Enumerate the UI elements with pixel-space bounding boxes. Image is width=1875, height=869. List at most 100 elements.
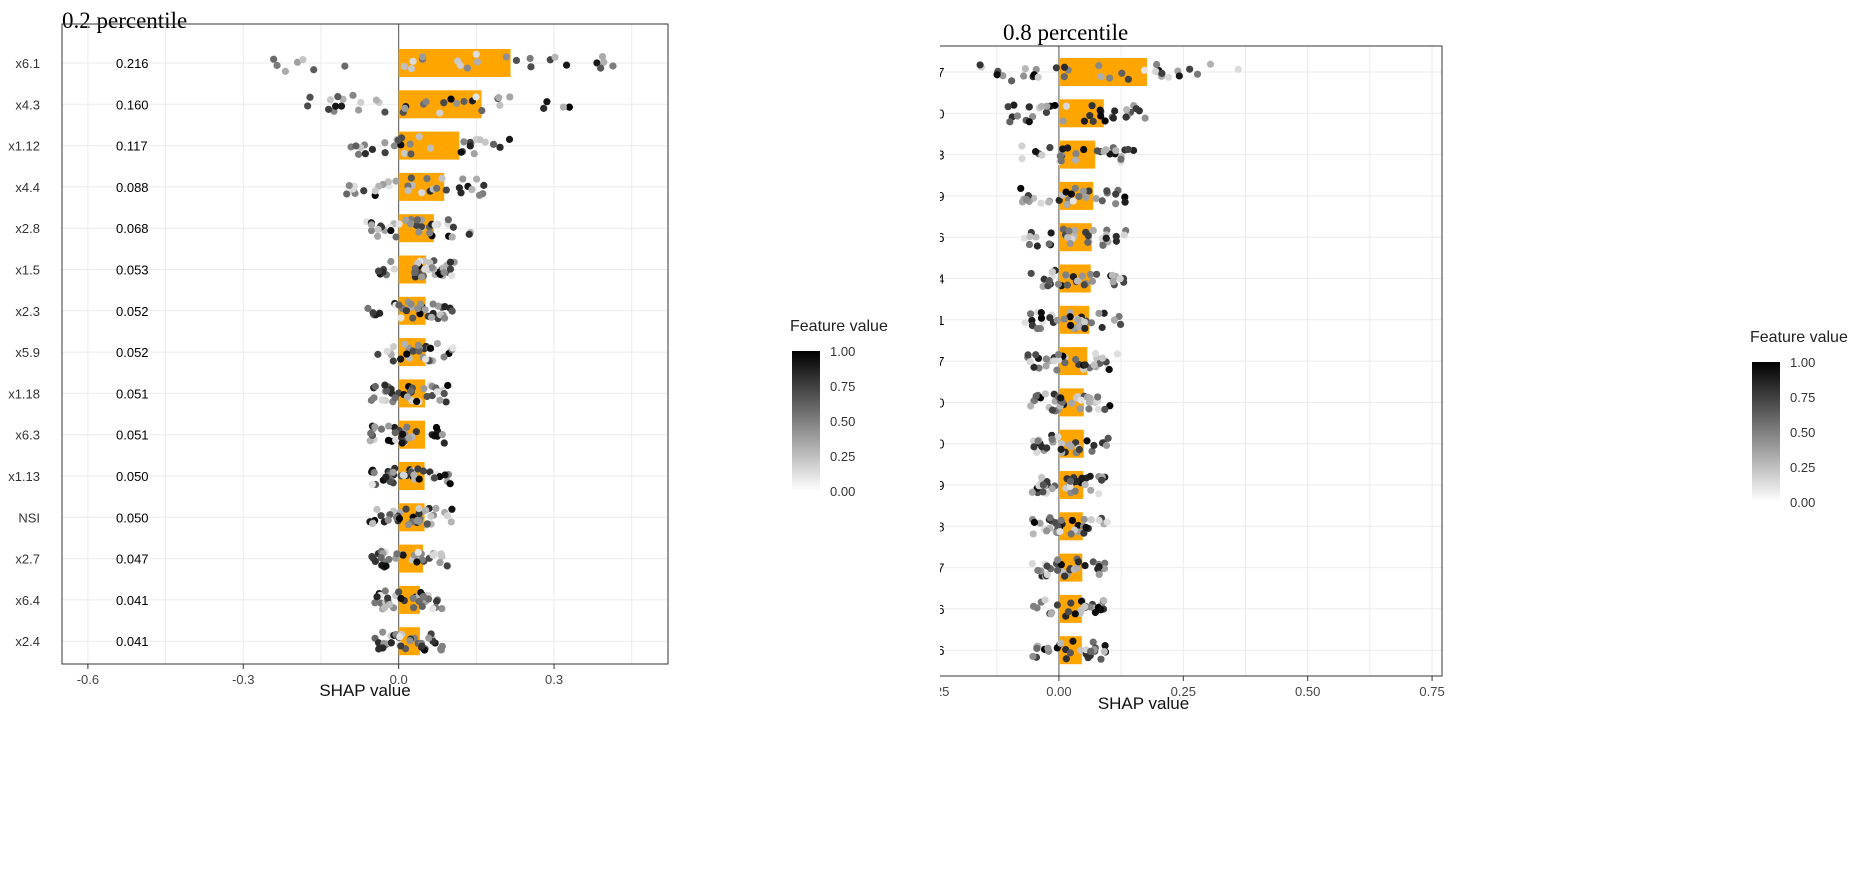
data-point xyxy=(357,98,365,107)
data-point xyxy=(993,71,1001,79)
data-point xyxy=(432,504,440,513)
data-point xyxy=(1057,394,1065,402)
data-point xyxy=(1086,394,1094,402)
data-point xyxy=(1038,151,1046,159)
data-point xyxy=(427,313,436,321)
category-label: x5.9 xyxy=(15,345,40,360)
data-point xyxy=(414,341,423,349)
data-point xyxy=(407,150,415,158)
data-point xyxy=(1089,117,1097,125)
data-point xyxy=(413,558,421,566)
x-tick-label: 0.50 xyxy=(1295,684,1320,699)
data-point xyxy=(438,605,446,613)
data-point xyxy=(1186,65,1194,73)
data-point xyxy=(1099,241,1107,249)
data-point xyxy=(1085,405,1093,413)
data-point xyxy=(1121,198,1129,206)
data-point xyxy=(476,136,484,144)
data-point xyxy=(1132,105,1140,113)
data-point xyxy=(400,149,408,157)
data-point xyxy=(1060,315,1068,323)
data-point xyxy=(1030,443,1038,451)
legend-title: Feature value xyxy=(790,318,888,335)
data-point xyxy=(1101,642,1109,650)
data-point xyxy=(1072,477,1081,485)
data-point xyxy=(373,505,381,513)
data-point xyxy=(1117,155,1125,163)
data-point xyxy=(403,423,411,431)
category-label: x4.4 xyxy=(15,180,40,195)
data-point xyxy=(1094,565,1102,573)
data-point xyxy=(1033,604,1041,612)
data-point xyxy=(409,57,417,65)
data-point xyxy=(426,144,435,152)
data-point xyxy=(1036,519,1044,527)
data-point xyxy=(1152,67,1160,76)
data-point xyxy=(1088,277,1097,285)
data-point xyxy=(1022,195,1031,204)
data-point xyxy=(443,562,451,570)
data-point xyxy=(1041,390,1050,398)
data-point xyxy=(1122,113,1130,121)
data-point xyxy=(334,93,342,101)
legend-tick-label: 1.00 xyxy=(830,345,855,359)
data-point xyxy=(374,267,383,275)
value-label: 0.177 xyxy=(940,65,945,80)
data-point xyxy=(428,264,436,272)
data-point xyxy=(391,394,399,402)
data-point xyxy=(405,434,413,442)
data-point xyxy=(1025,118,1033,126)
data-point xyxy=(397,314,405,322)
data-point xyxy=(1039,488,1047,496)
data-point xyxy=(1175,72,1183,80)
data-point xyxy=(1027,402,1035,410)
data-point xyxy=(368,480,376,489)
data-point xyxy=(418,556,427,564)
data-point xyxy=(422,265,430,273)
data-point xyxy=(1097,655,1105,663)
data-point xyxy=(456,61,464,69)
data-point xyxy=(430,474,439,482)
data-point xyxy=(1034,73,1042,81)
data-point xyxy=(1103,187,1111,195)
data-point xyxy=(473,58,481,66)
data-point xyxy=(400,62,408,71)
data-point xyxy=(448,505,456,513)
data-point xyxy=(540,104,548,112)
data-point xyxy=(1164,73,1173,81)
data-point xyxy=(1068,516,1076,525)
data-point xyxy=(1091,349,1100,358)
data-point xyxy=(463,64,472,72)
data-point xyxy=(390,265,398,273)
data-point xyxy=(396,633,404,641)
data-point xyxy=(386,511,394,519)
data-point xyxy=(1047,229,1055,237)
category-label: x4.3 xyxy=(15,97,40,112)
data-point xyxy=(400,471,408,480)
legend-tick-label: 0.00 xyxy=(1790,495,1815,510)
data-point xyxy=(1077,646,1085,654)
data-point xyxy=(373,593,381,601)
value-label: 0.041 xyxy=(116,634,149,649)
data-point xyxy=(1110,316,1119,324)
data-point xyxy=(1083,437,1091,445)
data-point xyxy=(1206,60,1215,68)
data-point xyxy=(381,139,389,147)
data-point xyxy=(390,142,399,150)
data-point xyxy=(1095,516,1103,524)
data-point xyxy=(1018,142,1026,150)
data-point xyxy=(1046,144,1054,152)
data-point xyxy=(999,72,1007,80)
value-label: 0.088 xyxy=(116,180,149,195)
data-point xyxy=(422,98,430,106)
data-point xyxy=(452,99,461,108)
data-point xyxy=(389,342,398,351)
data-point xyxy=(1057,440,1066,448)
value-label: 0.051 xyxy=(116,428,149,443)
value-label: 0.047 xyxy=(116,552,149,567)
data-point xyxy=(1100,309,1108,317)
data-point xyxy=(1020,234,1029,242)
data-point xyxy=(1089,558,1097,566)
data-point xyxy=(496,143,504,151)
data-point xyxy=(1054,280,1063,288)
